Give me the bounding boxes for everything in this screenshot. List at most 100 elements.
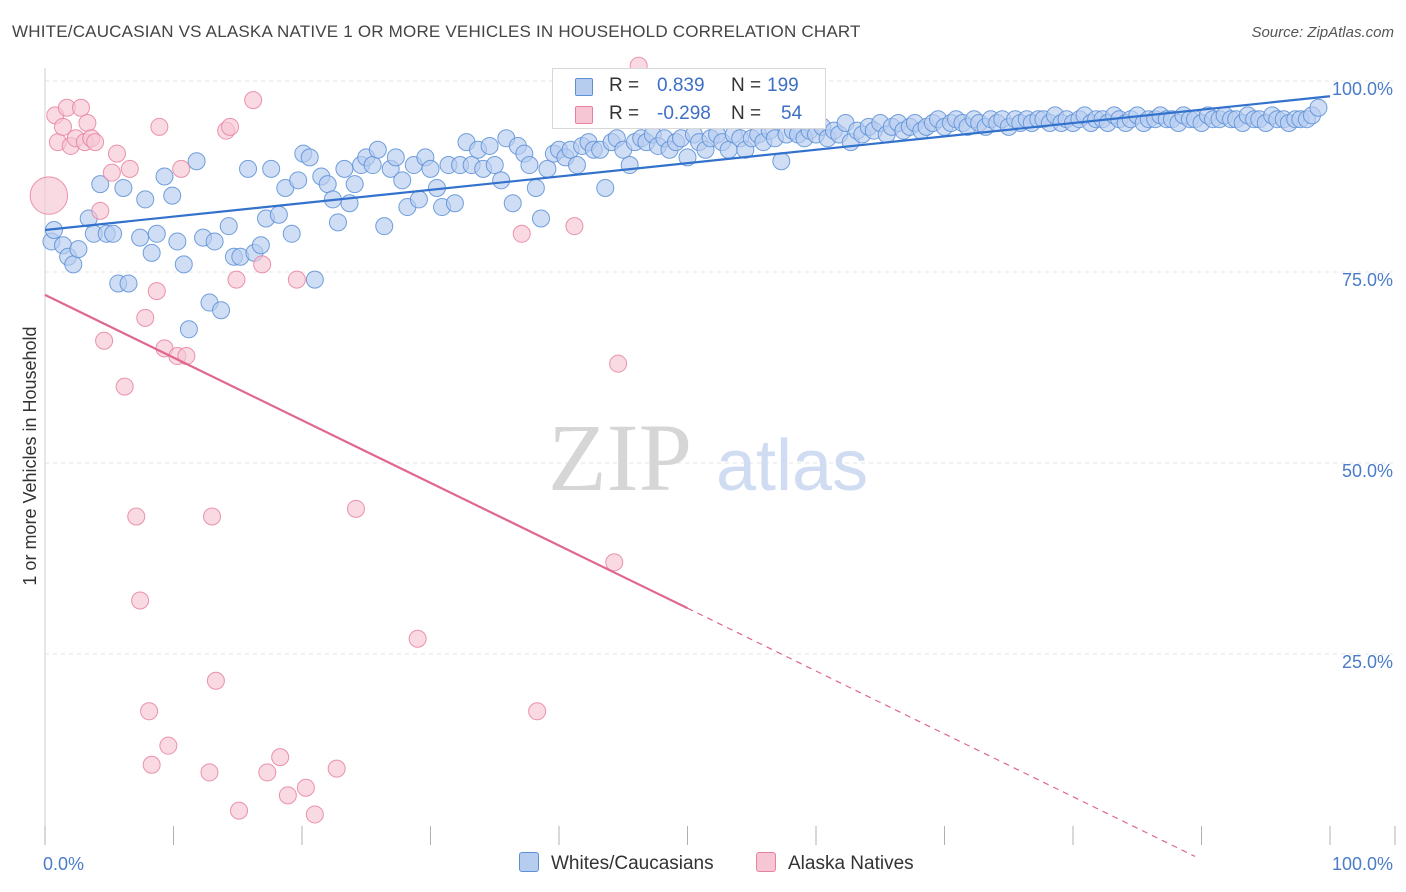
stats-r-value: 0.839 xyxy=(657,75,705,96)
chart-title: WHITE/CAUCASIAN VS ALASKA NATIVE 1 OR MO… xyxy=(12,22,861,41)
point-whites xyxy=(520,156,539,175)
point-alaska xyxy=(120,159,139,178)
point-alaska xyxy=(296,778,315,797)
point-alaska xyxy=(221,117,240,136)
trend-layer xyxy=(44,95,1331,857)
point-whites xyxy=(262,159,281,178)
point-alaska xyxy=(305,805,324,824)
point-whites xyxy=(328,213,347,232)
point-alaska xyxy=(278,786,297,805)
y-axis-title: 1 or more Vehicles in Household xyxy=(20,326,40,585)
point-whites xyxy=(368,140,387,159)
point-alaska xyxy=(53,117,72,136)
trend-line-whites xyxy=(44,95,1331,232)
point-whites xyxy=(155,167,174,186)
stats-r-label: R = xyxy=(609,75,640,96)
point-whites xyxy=(251,236,270,255)
y-tick-label: 75.0% xyxy=(1342,270,1393,290)
trend-line-alaska-extension xyxy=(687,607,1196,857)
point-whites xyxy=(205,232,224,251)
point-whites xyxy=(485,156,504,175)
point-alaska xyxy=(227,270,246,289)
legend-swatch-whites xyxy=(519,852,539,872)
point-alaska xyxy=(258,763,277,782)
point-whites xyxy=(526,178,545,197)
point-whites xyxy=(136,190,155,209)
point-whites xyxy=(219,217,238,236)
point-whites xyxy=(596,178,615,197)
point-whites xyxy=(168,232,187,251)
point-alaska xyxy=(102,163,121,182)
point-whites xyxy=(69,240,88,259)
point-whites xyxy=(300,148,319,167)
point-whites xyxy=(131,228,150,247)
point-whites xyxy=(64,255,83,274)
point-alaska xyxy=(172,159,191,178)
point-alaska xyxy=(150,117,169,136)
point-whites xyxy=(1309,98,1328,117)
legend-item-alaska[interactable]: Alaska Natives xyxy=(756,852,914,875)
point-whites xyxy=(114,178,133,197)
stats-row-alaska: R = -0.298 N = 54 xyxy=(553,101,825,129)
stats-r-value: -0.298 xyxy=(657,103,711,124)
point-whites xyxy=(91,175,110,194)
point-whites xyxy=(142,243,161,262)
point-whites xyxy=(147,224,166,243)
point-whites xyxy=(409,190,428,209)
point-whites xyxy=(375,217,394,236)
stats-swatch-whites xyxy=(575,78,593,96)
y-tick-label: 100.0% xyxy=(1332,79,1393,99)
point-whites xyxy=(445,194,464,213)
point-alaska xyxy=(115,377,134,396)
point-whites xyxy=(289,171,308,190)
point-alaska xyxy=(91,201,110,220)
point-alaska xyxy=(86,133,105,152)
point-alaska xyxy=(230,801,249,820)
stats-n-value: 199 xyxy=(767,75,799,96)
point-alaska xyxy=(203,507,222,526)
point-alaska xyxy=(565,217,584,236)
point-whites xyxy=(393,171,412,190)
point-whites xyxy=(212,301,231,320)
point-alaska xyxy=(605,553,624,572)
point-alaska xyxy=(200,763,219,782)
point-alaska xyxy=(287,270,306,289)
point-whites xyxy=(104,224,123,243)
stats-n-value: 54 xyxy=(781,103,803,124)
x-tick-label: 0.0% xyxy=(43,854,84,874)
point-alaska xyxy=(107,144,126,163)
point-whites xyxy=(239,159,258,178)
point-whites xyxy=(119,274,138,293)
tick-labels: 100.0% 75.0% 50.0% 25.0% 0.0% 100.0% xyxy=(43,79,1393,874)
point-whites xyxy=(772,152,791,171)
point-alaska xyxy=(512,224,531,243)
point-alaska xyxy=(127,507,146,526)
y-tick-label: 50.0% xyxy=(1342,461,1393,481)
point-whites xyxy=(269,205,288,224)
point-alaska xyxy=(253,255,272,274)
point-whites xyxy=(174,255,193,274)
stats-r-label: R = xyxy=(609,103,640,124)
stats-swatch-alaska xyxy=(575,106,593,124)
point-alaska xyxy=(131,591,150,610)
stats-n-label: N = xyxy=(731,75,762,96)
point-alaska xyxy=(206,671,225,690)
point-alaska xyxy=(159,736,178,755)
legend: Whites/Caucasians Alaska Natives xyxy=(0,852,1406,878)
stats-box: R = 0.839 N = 199 R = -0.298 N = 54 xyxy=(552,68,826,129)
legend-label-whites: Whites/Caucasians xyxy=(551,853,714,874)
points-layer xyxy=(29,56,1328,824)
point-whites xyxy=(305,270,324,289)
point-alaska xyxy=(142,755,161,774)
point-alaska xyxy=(346,499,365,518)
point-whites xyxy=(492,171,511,190)
legend-item-whites[interactable]: Whites/Caucasians xyxy=(519,852,714,875)
point-whites xyxy=(345,175,364,194)
point-alaska xyxy=(327,759,346,778)
point-whites xyxy=(282,224,301,243)
point-whites xyxy=(567,156,586,175)
point-alaska xyxy=(78,114,97,133)
stats-n-label: N = xyxy=(731,103,762,124)
point-alaska xyxy=(528,702,547,721)
point-alaska xyxy=(95,331,114,350)
